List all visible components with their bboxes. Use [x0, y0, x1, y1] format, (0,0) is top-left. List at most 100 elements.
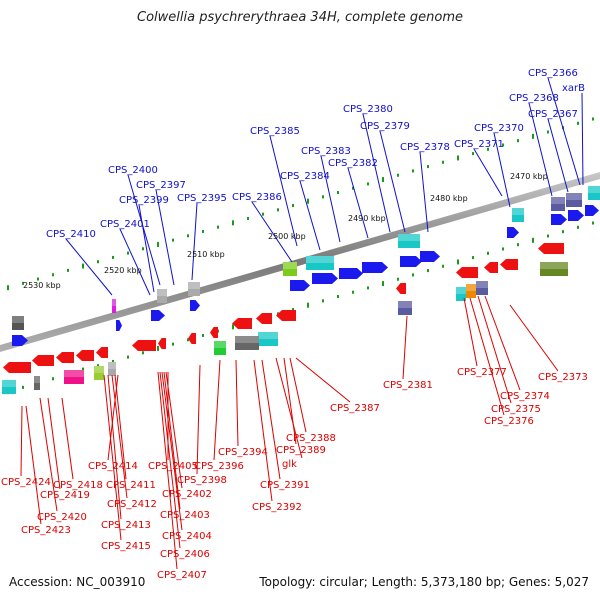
reverse-gene-box-shine[interactable]: [456, 287, 466, 294]
reverse-gene-arrow[interactable]: [132, 340, 156, 351]
forward-gene-label: CPS_2370: [474, 123, 524, 134]
forward-gene-box-shine[interactable]: [306, 256, 334, 263]
genome-stats: Topology: circular; Length: 5,373,180 bp…: [259, 575, 589, 589]
reverse-gene-box-shine[interactable]: [94, 366, 104, 373]
forward-gene-arrow[interactable]: [12, 335, 28, 346]
forward-gene-box-shine[interactable]: [283, 262, 297, 269]
forward-gene-arrow[interactable]: [568, 210, 584, 221]
reverse-gene-box[interactable]: [34, 376, 40, 390]
reverse-gene-box-shine[interactable]: [540, 262, 568, 269]
forward-gene-arrow[interactable]: [507, 227, 519, 238]
forward-gene-arrow[interactable]: [312, 273, 338, 284]
reverse-gene-arrow[interactable]: [56, 352, 74, 363]
reverse-gene-box-shine[interactable]: [34, 376, 40, 383]
reverse-gene-box[interactable]: [214, 341, 226, 355]
reverse-leader-line: [196, 364, 201, 475]
reverse-gene-box-shine[interactable]: [214, 341, 226, 348]
reverse-gene-arrow[interactable]: [188, 333, 196, 344]
reverse-leader-line: [289, 357, 307, 433]
reverse-leader-line: [509, 304, 559, 372]
reverse-leader-line: [114, 374, 127, 480]
reverse-gene-box[interactable]: [466, 284, 476, 298]
reverse-gene-arrow[interactable]: [232, 318, 252, 329]
reverse-gene-box[interactable]: [94, 366, 104, 380]
reverse-gene-box[interactable]: [64, 370, 84, 384]
forward-gene-box-shine[interactable]: [588, 186, 600, 193]
forward-gene-box[interactable]: [588, 186, 600, 200]
reverse-gene-box-shine[interactable]: [235, 336, 259, 343]
forward-gene-box-shine[interactable]: [551, 197, 565, 204]
reverse-gene-arrow[interactable]: [396, 283, 406, 294]
forward-gene-arrow[interactable]: [585, 205, 599, 216]
forward-gene-box[interactable]: [306, 256, 334, 270]
reverse-gene-arrow[interactable]: [276, 310, 296, 321]
forward-gene-arrow[interactable]: [190, 300, 200, 311]
reverse-gene-box-shine[interactable]: [64, 370, 84, 377]
forward-gene-arrow[interactable]: [339, 268, 363, 279]
reverse-gene-arrow[interactable]: [32, 355, 54, 366]
forward-gene-box-shine[interactable]: [566, 193, 582, 200]
reverse-gene-arrow[interactable]: [456, 267, 478, 278]
reverse-gene-arrow[interactable]: [256, 313, 272, 324]
forward-gene-box[interactable]: [512, 208, 524, 222]
forward-gene-box-shine[interactable]: [112, 299, 116, 306]
reverse-gene-box[interactable]: [2, 380, 16, 394]
forward-gene-box[interactable]: [566, 193, 582, 207]
forward-gene-box[interactable]: [112, 299, 116, 313]
reverse-gene-box[interactable]: [540, 262, 568, 276]
forward-gene-arrow[interactable]: [362, 262, 388, 273]
reverse-gene-box[interactable]: [476, 281, 488, 295]
reverse-gene-box-shine[interactable]: [2, 380, 16, 387]
scale-label: 2490 kbp: [348, 214, 386, 223]
forward-gene-box-shine[interactable]: [188, 282, 200, 289]
reverse-gene-arrow[interactable]: [3, 362, 31, 373]
reverse-gene-label: CPS_2387: [330, 403, 380, 414]
forward-gene-box[interactable]: [12, 316, 24, 330]
reverse-leader-line: [295, 357, 351, 403]
reverse-gene-arrow[interactable]: [210, 327, 218, 338]
forward-gene-label: CPS_2366: [528, 68, 578, 79]
forward-gene-box-shine[interactable]: [512, 208, 524, 215]
reverse-gene-box-shine[interactable]: [258, 332, 278, 339]
reverse-gene-arrow[interactable]: [96, 347, 108, 358]
forward-gene-box-shine[interactable]: [12, 316, 24, 323]
reverse-leader-line: [25, 405, 42, 525]
reverse-gene-arrow[interactable]: [500, 259, 518, 270]
reverse-gene-box-shine[interactable]: [476, 281, 488, 288]
reverse-gene-box-shine[interactable]: [398, 301, 412, 308]
reverse-gene-label: CPS_2423: [21, 525, 71, 536]
reverse-gene-arrow[interactable]: [76, 350, 94, 361]
forward-gene-box[interactable]: [188, 282, 200, 296]
forward-gene-arrow[interactable]: [420, 251, 440, 262]
forward-gene-box-shine[interactable]: [157, 289, 167, 296]
scale-labels: 2470 kbp 2480 kbp 2490 kbp 2500 kbp 2510 kbp…: [23, 172, 548, 290]
forward-gene-box-shine[interactable]: [398, 234, 420, 241]
reverse-gene-label: CPS_2420: [37, 512, 87, 523]
reverse-leader-line: [107, 374, 122, 520]
forward-gene-arrow[interactable]: [290, 280, 310, 291]
reverse-gene-box[interactable]: [258, 332, 278, 346]
reverse-gene-box[interactable]: [398, 301, 412, 315]
gene-labels[interactable]: CPS_2366 xarB CPS_2367 CPS_2368 CPS_2370 CPS_…: [1, 68, 588, 581]
forward-gene-label: CPS_2397: [136, 180, 186, 191]
reverse-gene-box-shine[interactable]: [466, 284, 476, 291]
forward-gene-box[interactable]: [157, 289, 167, 303]
feature-layer[interactable]: [2, 186, 600, 394]
reverse-gene-arrow[interactable]: [538, 243, 564, 254]
reverse-gene-arrow[interactable]: [158, 338, 166, 349]
forward-gene-label: CPS_2399: [119, 195, 169, 206]
forward-gene-arrow[interactable]: [116, 320, 122, 331]
backbone-band[interactable]: [0, 172, 600, 352]
reverse-gene-box-shine[interactable]: [108, 362, 116, 369]
reverse-gene-box[interactable]: [235, 336, 259, 350]
reverse-gene-box[interactable]: [456, 287, 466, 301]
forward-gene-arrow[interactable]: [151, 310, 165, 321]
forward-gene-box[interactable]: [398, 234, 420, 248]
reverse-gene-box[interactable]: [108, 362, 116, 376]
forward-gene-box[interactable]: [551, 197, 565, 211]
reverse-gene-arrow[interactable]: [484, 262, 498, 273]
forward-gene-arrow[interactable]: [551, 214, 567, 225]
forward-gene-arrow[interactable]: [400, 256, 422, 267]
forward-gene-box[interactable]: [283, 262, 297, 276]
